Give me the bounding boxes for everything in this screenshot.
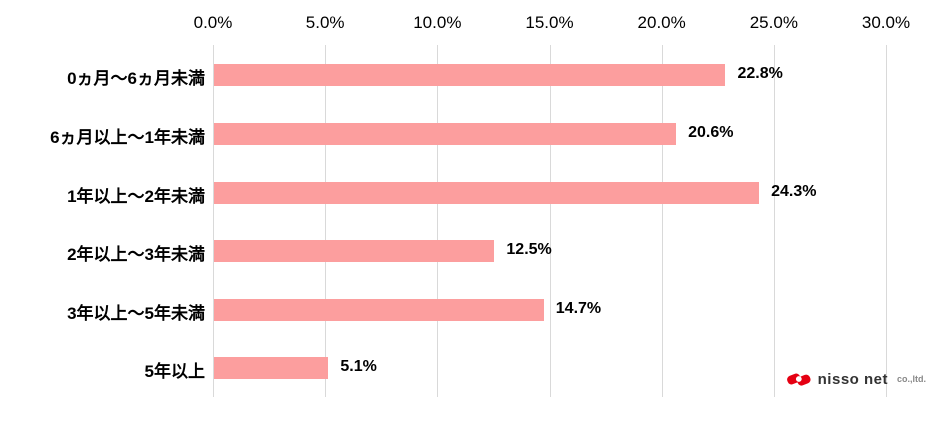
gridline <box>325 45 327 397</box>
value-label: 24.3% <box>771 182 817 200</box>
nisso-net-logo-suffix: co.,ltd. <box>897 374 926 384</box>
category-label: 1年以上～2年未満 <box>67 186 205 206</box>
nisso-net-logo-icon <box>787 373 811 386</box>
x-axis-tick-label: 30.0% <box>861 13 911 32</box>
value-label: 20.6% <box>688 123 734 141</box>
bar <box>214 122 677 145</box>
category-label: 6ヵ月以上～1年未満 <box>50 127 205 147</box>
bar <box>214 240 495 263</box>
bar <box>214 181 760 204</box>
category-label: 5年以上 <box>144 362 205 382</box>
value-label: 22.8% <box>737 65 783 83</box>
category-label: 3年以上～5年未満 <box>67 303 205 323</box>
nisso-net-logo-text: nisso net <box>817 370 888 388</box>
nisso-net-logo: nisso net co.,ltd. <box>786 360 926 398</box>
bar <box>214 357 329 380</box>
gridline <box>886 45 887 397</box>
gridline <box>773 45 775 397</box>
gridline <box>661 45 663 397</box>
value-label: 5.1% <box>340 358 377 376</box>
gridline <box>213 45 214 397</box>
x-axis-tick-label: 25.0% <box>749 13 798 32</box>
value-label: 12.5% <box>506 241 552 259</box>
category-label: 0ヵ月～6ヵ月未満 <box>67 69 205 89</box>
bar <box>214 298 544 321</box>
value-label: 14.7% <box>555 299 602 317</box>
bar <box>214 64 726 87</box>
x-axis-tick-label: 5.0% <box>305 13 345 32</box>
x-axis-tick-label: 10.0% <box>413 13 462 32</box>
gridline <box>549 45 551 397</box>
gridline <box>437 45 439 397</box>
x-axis-tick-label: 0.0% <box>193 13 233 32</box>
category-label: 2年以上～3年未満 <box>67 245 205 265</box>
x-axis-tick-label: 15.0% <box>525 13 574 32</box>
x-axis-tick-label: 20.0% <box>637 13 686 32</box>
